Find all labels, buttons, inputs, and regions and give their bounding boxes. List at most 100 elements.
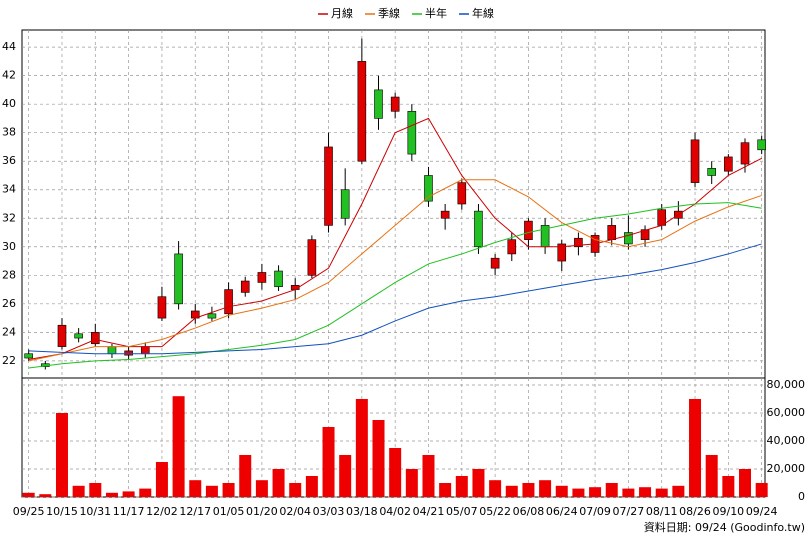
- volume-bar: [689, 399, 702, 497]
- legend-label: 月線: [331, 6, 353, 20]
- volume-bar: [239, 455, 252, 497]
- legend-label: 季線: [378, 6, 400, 20]
- y-tick-label: 26: [2, 297, 16, 310]
- volume-bar: [655, 488, 668, 497]
- ma-line: [28, 202, 762, 369]
- x-tick-label: 09/10: [712, 505, 744, 518]
- x-tick-label: 05/22: [479, 505, 511, 518]
- x-tick-label: 06/08: [513, 505, 545, 518]
- volume-bar: [22, 492, 35, 497]
- volume-bar: [305, 476, 318, 497]
- y-tick-label: 34: [2, 183, 16, 196]
- candle-body: [557, 243, 567, 262]
- y-tick-label: 40,000: [767, 434, 806, 447]
- volume-bar: [39, 494, 52, 497]
- volume-bar: [122, 491, 135, 497]
- legend: 月線 季線 半年 年線: [318, 6, 494, 20]
- volume-bar: [189, 480, 202, 497]
- candle-body: [157, 296, 167, 319]
- candle-body: [357, 61, 367, 162]
- volume-bar: [339, 455, 352, 497]
- candle-body: [574, 237, 583, 248]
- candle-body: [124, 350, 133, 356]
- legend-label: 半年: [425, 6, 447, 20]
- volume-bar: [72, 485, 85, 497]
- x-tick-label: 01/05: [213, 505, 245, 518]
- candle-body: [107, 346, 117, 355]
- candle-body: [57, 324, 67, 347]
- volume-bar: [322, 427, 335, 497]
- y-tick-label: 44: [2, 40, 16, 53]
- candle-body: [274, 270, 283, 288]
- y-tick-label: 32: [2, 211, 16, 224]
- candle-body: [340, 189, 350, 219]
- volume-bar: [289, 483, 302, 497]
- x-tick-label: 04/21: [413, 505, 445, 518]
- candle-body: [324, 146, 333, 226]
- volume-bar: [722, 476, 735, 497]
- candle-body: [257, 272, 267, 283]
- volume-bar: [455, 476, 468, 497]
- volume-bar: [489, 480, 502, 497]
- x-tick-label: 09/25: [13, 505, 45, 518]
- x-tick-label: 10/15: [46, 505, 78, 518]
- volume-bar: [372, 420, 385, 497]
- candle-body: [174, 253, 183, 305]
- legend-label: 年線: [472, 6, 494, 20]
- volume-bar: [755, 483, 768, 497]
- candle-body: [690, 139, 700, 183]
- volume-bar: [605, 483, 618, 497]
- volume-bar: [555, 485, 568, 497]
- price-frame: [21, 29, 766, 379]
- source-note: 資料日期: 09/24 (Goodinfo.tw): [644, 520, 805, 534]
- y-tick-label: 28: [2, 268, 16, 281]
- volume-bar: [405, 469, 418, 497]
- candle-body: [757, 139, 766, 151]
- candle-body: [524, 220, 533, 240]
- candle-body: [624, 232, 633, 245]
- candle-body: [407, 110, 417, 155]
- y-tick-label: 40: [2, 97, 16, 110]
- y-tick-label: 80,000: [767, 378, 806, 391]
- ma-line: [28, 179, 762, 362]
- y-tick-label: 60,000: [767, 406, 806, 419]
- candle-body: [474, 210, 483, 248]
- volume-bar: [472, 469, 485, 497]
- candle-body: [440, 210, 450, 219]
- candle-body: [390, 96, 400, 112]
- volume-bar: [205, 485, 218, 497]
- candle-body: [307, 239, 317, 276]
- volume-bar: [672, 485, 685, 497]
- candle-body: [607, 225, 617, 240]
- volume-bar: [55, 413, 68, 497]
- y-tick-label: 30: [2, 240, 16, 253]
- candle-body: [24, 353, 33, 359]
- candle-body: [374, 89, 383, 119]
- volume-bar: [639, 487, 652, 497]
- volume-bar: [222, 483, 235, 497]
- x-tick-label: 04/02: [379, 505, 411, 518]
- volume-bar: [589, 487, 602, 497]
- candle-body: [240, 280, 250, 293]
- x-tick-label: 05/07: [446, 505, 478, 518]
- x-tick-label: 01/20: [246, 505, 278, 518]
- ma-line: [28, 243, 762, 355]
- candle-body: [457, 182, 467, 205]
- x-tick-label: 12/02: [146, 505, 178, 518]
- candle-body: [640, 229, 650, 240]
- volume-bar: [422, 455, 435, 497]
- volume-bar: [155, 462, 168, 497]
- y-tick-label: 36: [2, 154, 16, 167]
- volume-bar: [705, 455, 718, 497]
- volume-bar: [389, 448, 402, 497]
- candle-body: [507, 239, 517, 255]
- y-tick-label: 0: [798, 490, 805, 503]
- volume-bar: [172, 396, 185, 497]
- candle-body: [207, 313, 217, 319]
- y-tick-label: 22: [2, 354, 16, 367]
- candle-body: [490, 257, 500, 269]
- volume-bar: [139, 488, 152, 497]
- x-tick-label: 08/11: [646, 505, 678, 518]
- volume-bar: [572, 488, 585, 497]
- x-tick-label: 07/09: [579, 505, 611, 518]
